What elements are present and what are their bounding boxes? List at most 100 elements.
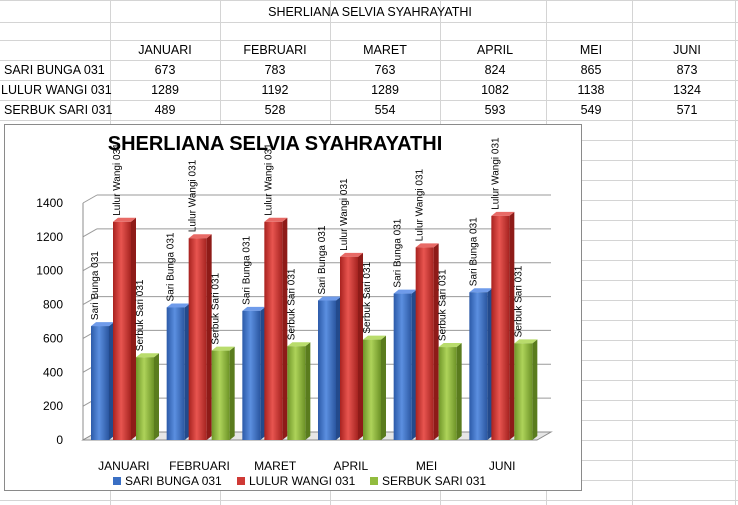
grid-line bbox=[735, 0, 736, 505]
bar-top bbox=[514, 339, 538, 344]
bar-top bbox=[166, 303, 190, 308]
bar-top bbox=[469, 288, 493, 293]
grid-line bbox=[582, 300, 738, 301]
header-cell-maret[interactable]: MARET bbox=[363, 43, 407, 57]
grid-line bbox=[582, 360, 738, 361]
grid-line bbox=[582, 440, 738, 441]
bar-side bbox=[260, 306, 266, 440]
row-label-sari-bunga[interactable]: SARI BUNGA 031 bbox=[4, 63, 105, 77]
data-cell[interactable]: 673 bbox=[154, 63, 176, 77]
grid-line bbox=[582, 200, 738, 201]
bar-side bbox=[305, 342, 311, 440]
grid-line bbox=[582, 380, 738, 381]
bar bbox=[318, 300, 336, 440]
bar-side bbox=[358, 252, 363, 440]
bar-side bbox=[487, 288, 493, 440]
y-tick-label: 200 bbox=[43, 399, 63, 413]
embedded-chart[interactable]: 0 200 400 600 800 1000 1200 1400 SHERLIANA SELVI… bbox=[4, 124, 582, 491]
data-cell[interactable]: 824 bbox=[484, 63, 506, 77]
grid-line bbox=[582, 140, 738, 141]
data-label: Lulur Wangi 031 bbox=[188, 159, 199, 232]
data-cell[interactable]: 554 bbox=[374, 103, 396, 117]
bar-top bbox=[491, 211, 515, 216]
data-cell[interactable]: 783 bbox=[264, 63, 286, 77]
bar-side bbox=[282, 217, 288, 440]
bar bbox=[242, 310, 261, 440]
bar-top bbox=[242, 306, 266, 311]
y-tick-label: 800 bbox=[43, 298, 63, 312]
bar-top bbox=[318, 296, 341, 301]
data-label: Sari Bunga 031 bbox=[90, 251, 101, 320]
bar bbox=[393, 293, 412, 440]
row-label-lulur-wangi[interactable]: LULUR WANGI 031 bbox=[1, 83, 112, 97]
bar-top bbox=[113, 217, 136, 222]
data-cell[interactable]: 571 bbox=[676, 103, 698, 117]
bar-side bbox=[184, 303, 190, 440]
legend-label: LULUR WANGI 031 bbox=[249, 474, 356, 488]
grid-line bbox=[582, 160, 738, 161]
header-cell-januari[interactable]: JANUARI bbox=[138, 43, 192, 57]
grid-line bbox=[582, 320, 738, 321]
bar-side bbox=[456, 343, 462, 440]
bar bbox=[514, 343, 533, 440]
data-cell[interactable]: 763 bbox=[374, 63, 396, 77]
bar bbox=[188, 238, 207, 440]
header-cell-februari[interactable]: FEBRUARI bbox=[243, 43, 307, 57]
x-tick-label: JUNI bbox=[489, 459, 516, 473]
grid-line bbox=[0, 0, 738, 1]
grid-line bbox=[0, 500, 738, 501]
bar bbox=[363, 339, 381, 440]
x-tick-label: JANUARI bbox=[98, 459, 149, 473]
sheet-title-cell[interactable]: SHERLIANA SELVIA SYAHRAYATHI bbox=[268, 5, 472, 19]
y-tick-label: 1400 bbox=[36, 196, 63, 210]
bar-top bbox=[340, 252, 363, 257]
grid-depth-line bbox=[82, 262, 98, 272]
bar bbox=[211, 350, 230, 440]
grid-line bbox=[0, 80, 738, 81]
grid-line bbox=[0, 40, 738, 41]
bar-side bbox=[131, 217, 136, 440]
bar-side bbox=[206, 234, 212, 440]
header-cell-april[interactable]: APRIL bbox=[476, 43, 514, 57]
data-cell[interactable]: 1324 bbox=[673, 83, 701, 97]
bar bbox=[113, 221, 131, 440]
data-cell[interactable]: 593 bbox=[484, 103, 506, 117]
grid-depth-line bbox=[82, 228, 98, 238]
chart-title: SHERLIANA SELVIA SYAHRAYATHI bbox=[108, 133, 443, 155]
bar-side bbox=[532, 339, 538, 440]
data-cell[interactable]: 528 bbox=[264, 103, 286, 117]
data-cell[interactable]: 489 bbox=[154, 103, 176, 117]
data-cell[interactable]: 1192 bbox=[261, 83, 289, 97]
data-label: Sari Bunga 031 bbox=[468, 217, 479, 286]
y-tick-label: 400 bbox=[43, 365, 63, 379]
x-tick-label: MARET bbox=[254, 459, 297, 473]
grid-line bbox=[582, 400, 738, 401]
bar bbox=[491, 215, 510, 440]
bar-top bbox=[438, 343, 462, 348]
bar bbox=[415, 247, 434, 440]
legend-label: SARI BUNGA 031 bbox=[125, 474, 222, 488]
legend-swatch bbox=[113, 477, 121, 485]
grid-line bbox=[582, 340, 738, 341]
legend-swatch bbox=[237, 477, 245, 485]
row-label-serbuk-sari[interactable]: SERBUK SARI 031 bbox=[4, 103, 113, 117]
bar-chart: 0 200 400 600 800 1000 1200 1400 SHERLIANA SELVI… bbox=[36, 133, 553, 488]
data-cell[interactable]: 1138 bbox=[577, 83, 605, 97]
data-cell[interactable]: 873 bbox=[676, 63, 698, 77]
x-tick-label: APRIL bbox=[333, 459, 368, 473]
data-label: Sari Bunga 031 bbox=[166, 232, 177, 301]
grid-line bbox=[632, 0, 633, 505]
grid-line bbox=[582, 180, 738, 181]
header-cell-juni[interactable]: JUNI bbox=[673, 43, 701, 57]
header-cell-mei[interactable]: MEI bbox=[579, 43, 603, 57]
data-cell[interactable]: 549 bbox=[580, 103, 602, 117]
bar-top bbox=[211, 346, 235, 351]
data-label: Lulur Wangi 031 bbox=[112, 143, 123, 216]
bar-top bbox=[287, 342, 311, 347]
data-cell[interactable]: 865 bbox=[580, 63, 602, 77]
grid-line bbox=[0, 22, 738, 23]
legend-swatch bbox=[370, 477, 378, 485]
data-cell[interactable]: 1289 bbox=[151, 83, 179, 97]
data-cell[interactable]: 1082 bbox=[481, 83, 509, 97]
data-cell[interactable]: 1289 bbox=[371, 83, 399, 97]
